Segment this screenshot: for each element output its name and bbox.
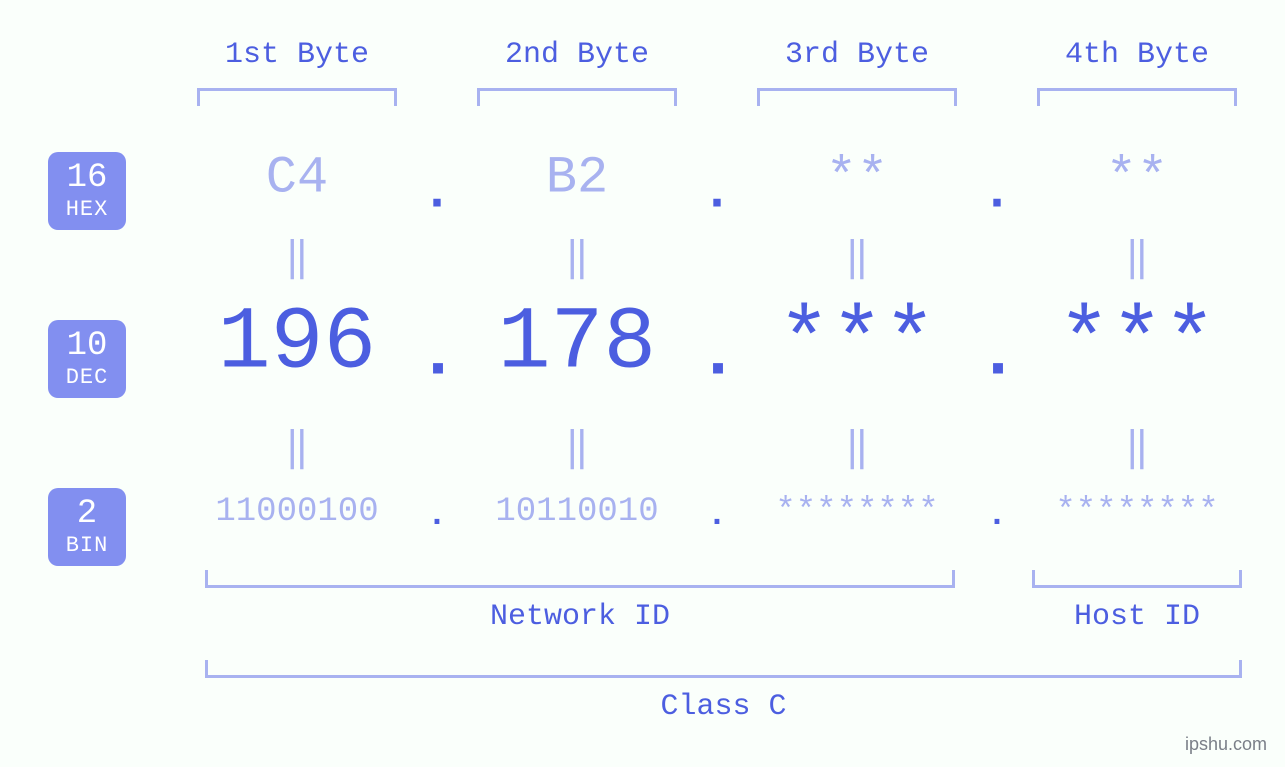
hex-byte-4: ** xyxy=(1022,149,1252,208)
bin-dot-3: . xyxy=(982,497,1012,535)
byte-label-1: 1st Byte xyxy=(182,38,412,72)
byte-label-2: 2nd Byte xyxy=(462,38,692,72)
byte-bracket-3 xyxy=(757,88,957,106)
dec-dot-1: . xyxy=(417,317,457,396)
eq-bot-2: ‖ xyxy=(547,424,607,473)
eq-bot-1: ‖ xyxy=(267,424,327,473)
class-bracket xyxy=(205,660,1242,678)
badge-bin-label: BIN xyxy=(66,535,109,557)
dec-byte-1: 196 xyxy=(162,295,432,394)
host-bracket xyxy=(1032,570,1242,588)
bin-byte-2: 10110010 xyxy=(447,493,707,531)
badge-bin: 2 BIN xyxy=(48,488,126,566)
class-label: Class C xyxy=(205,690,1242,724)
hex-dot-2: . xyxy=(697,164,737,223)
eq-bot-3: ‖ xyxy=(827,424,887,473)
eq-bot-4: ‖ xyxy=(1107,424,1167,473)
host-label: Host ID xyxy=(1032,600,1242,634)
hex-dot-1: . xyxy=(417,164,457,223)
byte-label-4: 4th Byte xyxy=(1022,38,1252,72)
badge-dec-num: 10 xyxy=(67,329,108,363)
badge-bin-num: 2 xyxy=(77,497,97,531)
badge-dec-label: DEC xyxy=(66,367,109,389)
eq-top-2: ‖ xyxy=(547,234,607,283)
hex-byte-2: B2 xyxy=(462,149,692,208)
bin-dot-1: . xyxy=(422,497,452,535)
dec-byte-2: 178 xyxy=(442,295,712,394)
badge-hex: 16 HEX xyxy=(48,152,126,230)
bin-byte-1: 11000100 xyxy=(167,493,427,531)
dec-byte-4: *** xyxy=(1002,295,1272,394)
bin-byte-3: ******** xyxy=(727,493,987,531)
byte-bracket-4 xyxy=(1037,88,1237,106)
bin-dot-2: . xyxy=(702,497,732,535)
hex-byte-1: C4 xyxy=(182,149,412,208)
badge-dec: 10 DEC xyxy=(48,320,126,398)
bin-byte-4: ******** xyxy=(1007,493,1267,531)
hex-dot-3: . xyxy=(977,164,1017,223)
byte-bracket-1 xyxy=(197,88,397,106)
dec-byte-3: *** xyxy=(722,295,992,394)
network-bracket xyxy=(205,570,955,588)
byte-label-3: 3rd Byte xyxy=(742,38,972,72)
dec-dot-2: . xyxy=(697,317,737,396)
dec-dot-3: . xyxy=(977,317,1017,396)
eq-top-4: ‖ xyxy=(1107,234,1167,283)
byte-bracket-2 xyxy=(477,88,677,106)
eq-top-1: ‖ xyxy=(267,234,327,283)
watermark: ipshu.com xyxy=(1185,734,1267,755)
hex-byte-3: ** xyxy=(742,149,972,208)
badge-hex-num: 16 xyxy=(67,161,108,195)
badge-hex-label: HEX xyxy=(66,199,109,221)
eq-top-3: ‖ xyxy=(827,234,887,283)
network-label: Network ID xyxy=(205,600,955,634)
